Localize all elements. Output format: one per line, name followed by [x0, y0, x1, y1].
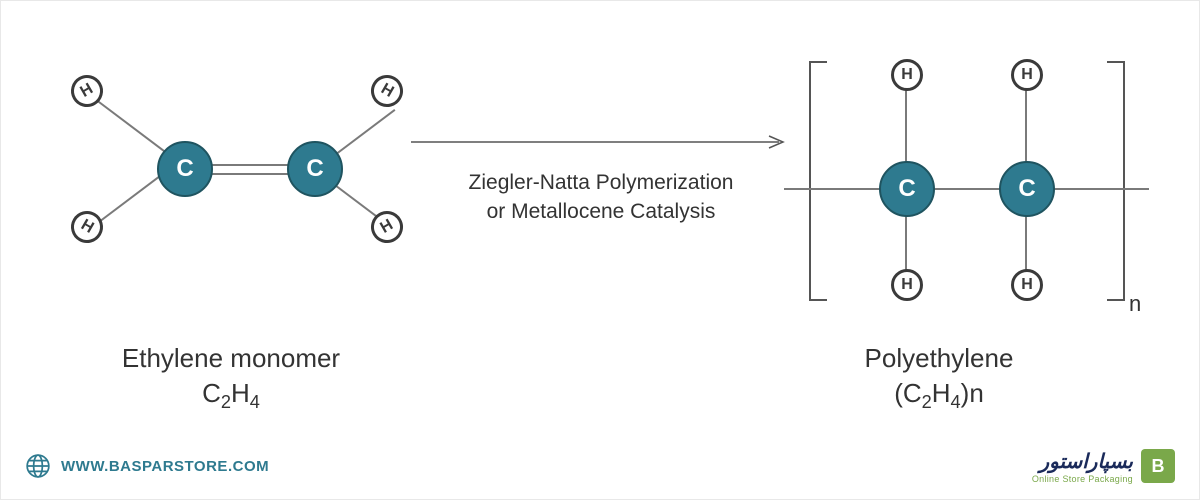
ethylene-molecule: C C H H H H: [61, 51, 401, 271]
globe-icon: [25, 453, 51, 479]
atom-h3: H: [365, 69, 409, 113]
atom-c2: C: [287, 141, 343, 197]
repeat-bracket-left: [809, 61, 827, 301]
reaction-diagram: C C H H H H Ethylene monomer C2H4 Ziegle…: [1, 1, 1199, 421]
brand-main: بسپاراستور: [1032, 449, 1133, 474]
footer-website: WWW.BASPARSTORE.COM: [25, 453, 269, 479]
bond-c1-h1: [905, 90, 907, 168]
atom-h3: H: [891, 269, 923, 301]
ethylene-name: Ethylene monomer: [71, 341, 391, 376]
website-text: WWW.BASPARSTORE.COM: [61, 458, 269, 475]
bond-c-c: [929, 188, 1005, 190]
ethylene-caption: Ethylene monomer C2H4: [71, 341, 391, 415]
atom-h1: H: [891, 59, 923, 91]
repeat-subscript-n: n: [1129, 291, 1141, 317]
repeat-bracket-right: [1107, 61, 1125, 301]
brand-sub: Online Store Packaging: [1032, 474, 1133, 484]
brand-logo-letter: B: [1152, 456, 1165, 477]
ethylene-formula: C2H4: [71, 376, 391, 415]
atom-h4: H: [1011, 269, 1043, 301]
polyethylene-caption: Polyethylene (C2H4)n: [779, 341, 1099, 415]
bond-c1-h1: [90, 95, 171, 157]
reaction-arrow-icon: [411, 131, 791, 153]
bond-c-c-lower: [211, 173, 291, 175]
bond-c-c-upper: [211, 164, 291, 166]
atom-h2: H: [65, 205, 109, 249]
reaction-arrow-block: Ziegler-Natta Polymerization or Metalloc…: [401, 131, 801, 227]
footer: WWW.BASPARSTORE.COM بسپاراستور Online St…: [1, 441, 1199, 491]
chain-ext-right: [1049, 188, 1149, 190]
reaction-label-line1: Ziegler-Natta Polymerization: [401, 168, 801, 197]
brand-logo-icon: B: [1141, 449, 1175, 483]
footer-brand: بسپاراستور Online Store Packaging B: [1032, 449, 1175, 484]
polyethylene-name: Polyethylene: [779, 341, 1099, 376]
polyethylene-formula: (C2H4)n: [779, 376, 1099, 415]
atom-h2: H: [1011, 59, 1043, 91]
chain-ext-left: [784, 188, 884, 190]
reaction-label-line2: or Metallocene Catalysis: [401, 197, 801, 226]
reaction-label: Ziegler-Natta Polymerization or Metalloc…: [401, 168, 801, 227]
atom-c1: C: [879, 161, 935, 217]
polyethylene-molecule: n C C H H H H: [749, 41, 1129, 321]
bond-c2-h2: [1025, 90, 1027, 168]
atom-c1: C: [157, 141, 213, 197]
atom-c2: C: [999, 161, 1055, 217]
